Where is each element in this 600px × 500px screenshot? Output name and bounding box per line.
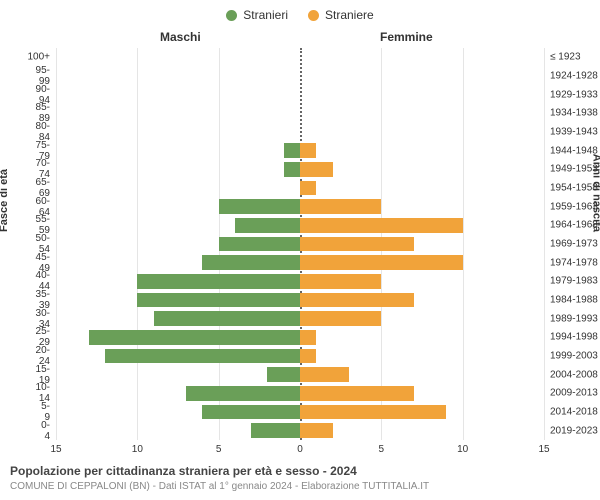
- y-label-age: 0-4: [41, 420, 50, 442]
- y-label-birth: 2004-2008: [550, 369, 598, 380]
- bar-row: [56, 106, 544, 121]
- bar-male: [219, 199, 300, 214]
- bar-female: [300, 199, 381, 214]
- bar-female: [300, 293, 414, 308]
- bar-male: [235, 218, 300, 233]
- bar-male: [154, 311, 300, 326]
- x-tick: 5: [379, 444, 385, 455]
- bar-female: [300, 405, 446, 420]
- bar-female: [300, 237, 414, 252]
- bar-row: [56, 143, 544, 158]
- header-female: Femmine: [380, 30, 433, 44]
- y-label-birth: 1934-1938: [550, 108, 598, 119]
- y-label-birth: 1964-1968: [550, 220, 598, 231]
- bar-male: [251, 423, 300, 438]
- y-label-birth: 1959-1963: [550, 201, 598, 212]
- bar-row: [56, 69, 544, 84]
- bar-female: [300, 274, 381, 289]
- bar-row: [56, 181, 544, 196]
- bar-female: [300, 162, 333, 177]
- legend-label-male: Stranieri: [243, 8, 288, 22]
- bar-male: [137, 274, 300, 289]
- bar-row: [56, 87, 544, 102]
- bar-female: [300, 181, 316, 196]
- bar-row: [56, 311, 544, 326]
- bar-row: [56, 162, 544, 177]
- y-label-birth: 1979-1983: [550, 276, 598, 287]
- bar-row: [56, 218, 544, 233]
- y-label-birth: 1954-1958: [550, 183, 598, 194]
- bar-male: [105, 349, 300, 364]
- bar-row: [56, 255, 544, 270]
- x-tick: 10: [457, 444, 468, 455]
- bar-row: [56, 423, 544, 438]
- bar-female: [300, 367, 349, 382]
- y-label-birth: 1969-1973: [550, 239, 598, 250]
- chart-area: 100+95-9990-9485-8980-8475-7970-7465-696…: [56, 48, 544, 440]
- chart-title: Popolazione per cittadinanza straniera p…: [10, 464, 357, 478]
- bar-male: [137, 293, 300, 308]
- plot: [56, 48, 544, 440]
- y-label-birth: 2014-2018: [550, 407, 598, 418]
- bar-female: [300, 255, 463, 270]
- legend-label-female: Straniere: [325, 8, 374, 22]
- bar-female: [300, 218, 463, 233]
- x-tick: 5: [216, 444, 222, 455]
- bar-female: [300, 330, 316, 345]
- bar-female: [300, 386, 414, 401]
- y-label-birth: 1949-1953: [550, 164, 598, 175]
- y-label-birth: ≤ 1923: [550, 52, 581, 63]
- y-label-age: 100+: [27, 52, 50, 63]
- bar-female: [300, 311, 381, 326]
- bar-row: [56, 405, 544, 420]
- bar-male: [89, 330, 300, 345]
- x-tick: 15: [538, 444, 549, 455]
- bar-row: [56, 199, 544, 214]
- bar-row: [56, 293, 544, 308]
- bar-male: [186, 386, 300, 401]
- y-label-birth: 1924-1928: [550, 71, 598, 82]
- bar-row: [56, 386, 544, 401]
- bar-female: [300, 143, 316, 158]
- x-tick: 10: [132, 444, 143, 455]
- y-axis-title-left: Fasce di età: [0, 169, 10, 232]
- bar-row: [56, 237, 544, 252]
- legend-item-female: Straniere: [308, 8, 374, 22]
- legend: Stranieri Straniere: [0, 0, 600, 26]
- bar-male: [267, 367, 300, 382]
- bar-female: [300, 349, 316, 364]
- gridline: [544, 48, 545, 440]
- bar-row: [56, 349, 544, 364]
- y-label-birth: 1984-1988: [550, 295, 598, 306]
- bar-male: [202, 405, 300, 420]
- bar-male: [284, 143, 300, 158]
- bar-row: [56, 367, 544, 382]
- bar-row: [56, 50, 544, 65]
- y-label-birth: 1939-1943: [550, 127, 598, 138]
- bar-male: [284, 162, 300, 177]
- legend-item-male: Stranieri: [226, 8, 288, 22]
- y-label-birth: 1999-2003: [550, 351, 598, 362]
- legend-swatch-female: [308, 10, 319, 21]
- y-label-birth: 1929-1933: [550, 89, 598, 100]
- y-label-birth: 1989-1993: [550, 313, 598, 324]
- y-label-birth: 2019-2023: [550, 425, 598, 436]
- bar-male: [202, 255, 300, 270]
- bar-female: [300, 423, 333, 438]
- y-label-birth: 1994-1998: [550, 332, 598, 343]
- y-label-birth: 1974-1978: [550, 257, 598, 268]
- header-male: Maschi: [160, 30, 201, 44]
- x-tick: 15: [50, 444, 61, 455]
- bar-row: [56, 330, 544, 345]
- y-label-birth: 2009-2013: [550, 388, 598, 399]
- legend-swatch-male: [226, 10, 237, 21]
- bar-row: [56, 274, 544, 289]
- bar-row: [56, 125, 544, 140]
- y-label-birth: 1944-1948: [550, 145, 598, 156]
- chart-subtitle: COMUNE DI CEPPALONI (BN) - Dati ISTAT al…: [10, 481, 429, 492]
- bar-male: [219, 237, 300, 252]
- x-tick: 0: [297, 444, 303, 455]
